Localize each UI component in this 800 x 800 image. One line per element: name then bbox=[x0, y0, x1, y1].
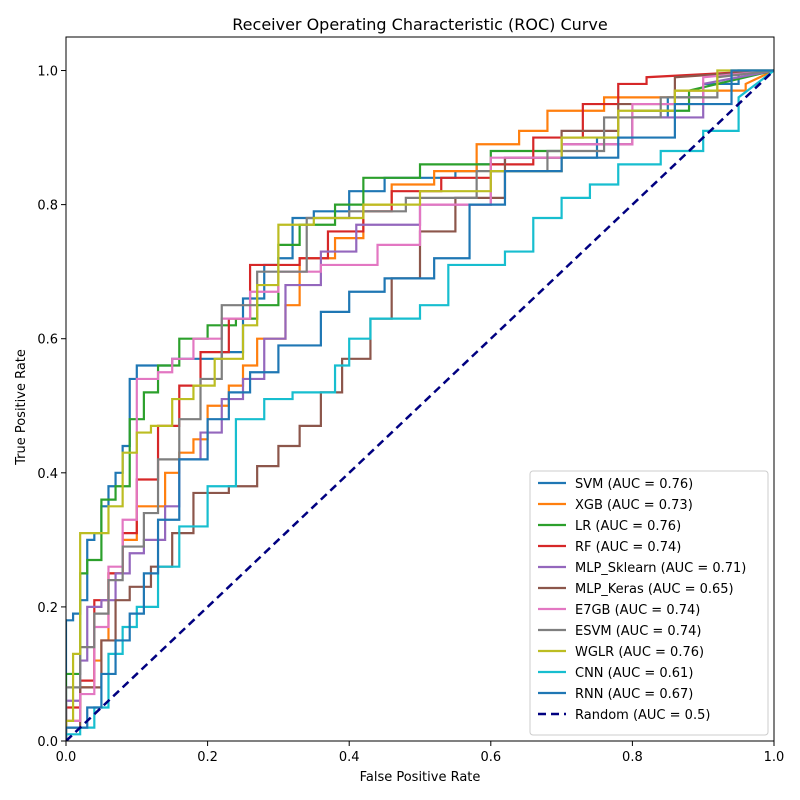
y-tick-label: 1.0 bbox=[37, 65, 58, 80]
legend-entry: LR (AUC = 0.76) bbox=[575, 519, 681, 534]
x-axis-ticks: 0.0 0.2 0.4 0.6 0.8 1.0 bbox=[56, 741, 785, 765]
series-line-rnn bbox=[66, 69, 774, 741]
y-tick-label: 0.4 bbox=[37, 467, 58, 482]
y-tick-label: 0.8 bbox=[37, 199, 58, 214]
series-line-esvm bbox=[66, 69, 774, 741]
x-tick-label: 0.8 bbox=[622, 750, 643, 765]
legend-entry: RF (AUC = 0.74) bbox=[575, 540, 681, 555]
chart-title: Receiver Operating Characteristic (ROC) … bbox=[232, 15, 607, 34]
legend: SVM (AUC = 0.76) XGB (AUC = 0.73) LR (AUC … bbox=[529, 470, 769, 736]
legend-entry: SVM (AUC = 0.76) bbox=[575, 477, 693, 492]
legend-box bbox=[529, 470, 769, 736]
x-tick-label: 0.0 bbox=[56, 750, 77, 765]
plot-area bbox=[66, 69, 774, 741]
series-line-cnn bbox=[66, 69, 774, 741]
legend-entry: WGLR (AUC = 0.76) bbox=[575, 645, 704, 660]
series-line-random bbox=[66, 69, 774, 741]
legend-entry: E7GB (AUC = 0.74) bbox=[575, 603, 700, 618]
y-axis-label: True Positive Rate bbox=[14, 349, 29, 466]
legend-entry: Random (AUC = 0.5) bbox=[575, 708, 710, 723]
y-tick-label: 0.2 bbox=[37, 601, 58, 616]
legend-entry: MLP_Sklearn (AUC = 0.71) bbox=[575, 561, 746, 576]
y-axis-ticks: 0.0 0.2 0.4 0.6 0.8 1.0 bbox=[37, 65, 66, 750]
y-tick-label: 0.0 bbox=[37, 735, 58, 750]
legend-entry: XGB (AUC = 0.73) bbox=[575, 498, 693, 513]
x-tick-label: 0.6 bbox=[480, 750, 501, 765]
x-tick-label: 1.0 bbox=[764, 750, 785, 765]
series-line-wglr bbox=[66, 69, 774, 741]
legend-entry: CNN (AUC = 0.61) bbox=[575, 666, 693, 681]
x-tick-label: 0.2 bbox=[197, 750, 218, 765]
plot-frame bbox=[65, 36, 775, 742]
y-tick-label: 0.6 bbox=[37, 333, 58, 348]
legend-entry: RNN (AUC = 0.67) bbox=[575, 687, 693, 702]
legend-entry: ESVM (AUC = 0.74) bbox=[575, 624, 701, 639]
x-axis-label: False Positive Rate bbox=[360, 770, 481, 785]
x-tick-label: 0.4 bbox=[339, 750, 360, 765]
legend-entry: MLP_Keras (AUC = 0.65) bbox=[575, 582, 734, 597]
